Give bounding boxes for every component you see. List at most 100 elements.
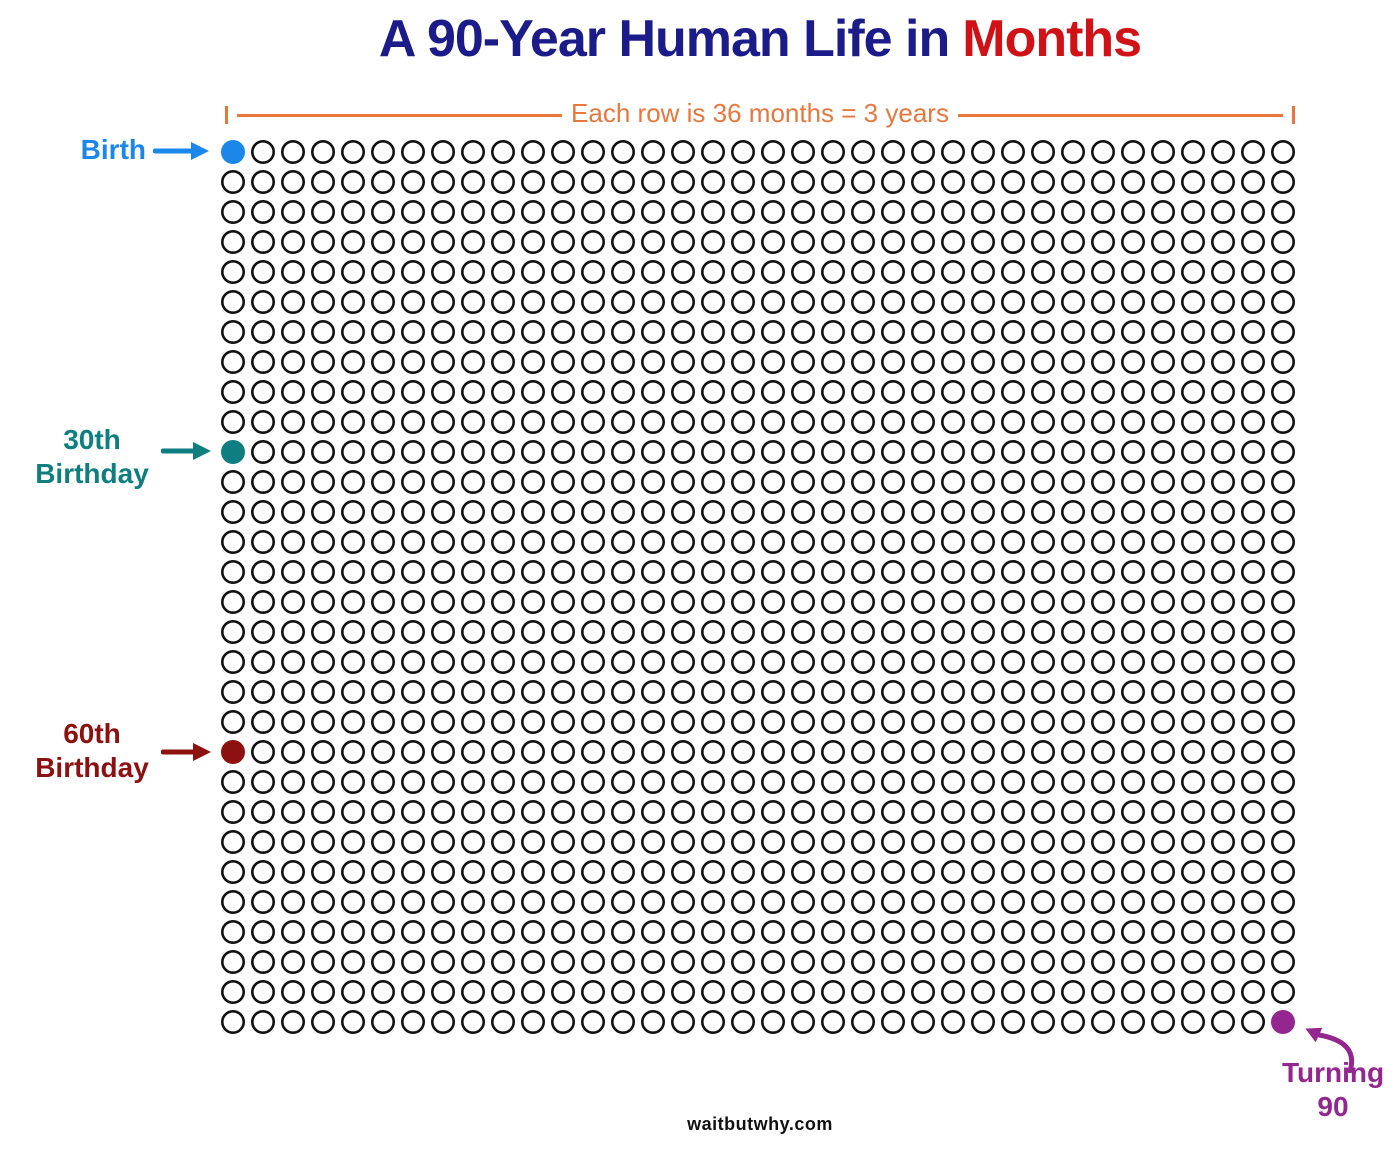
month-circle xyxy=(1060,439,1085,464)
month-circle xyxy=(1000,439,1025,464)
month-circle xyxy=(700,230,725,255)
month-circle xyxy=(490,499,515,524)
month-circle xyxy=(670,439,695,464)
month-circle xyxy=(250,200,275,225)
month-circle xyxy=(820,739,845,764)
month-circle xyxy=(431,469,456,494)
month-circle xyxy=(401,589,426,614)
month-circle xyxy=(1241,230,1266,255)
month-circle xyxy=(250,260,275,285)
month-circle xyxy=(1120,709,1145,734)
month-circle xyxy=(760,529,785,554)
month-circle xyxy=(730,499,755,524)
month-circle xyxy=(1120,559,1145,584)
month-circle xyxy=(760,469,785,494)
month-circle xyxy=(1210,499,1235,524)
month-circle xyxy=(461,679,486,704)
month-circle xyxy=(640,949,665,974)
month-circle xyxy=(281,260,306,285)
month-circle xyxy=(820,290,845,315)
month-circle xyxy=(250,889,275,914)
month-circle xyxy=(1150,799,1175,824)
month-circle xyxy=(1271,769,1296,794)
month-circle xyxy=(341,260,366,285)
month-circle xyxy=(461,529,486,554)
month-circle xyxy=(250,679,275,704)
month-circle xyxy=(910,859,935,884)
month-circle xyxy=(431,889,456,914)
month-circle xyxy=(1241,829,1266,854)
month-circle xyxy=(790,799,815,824)
month-circle xyxy=(1030,1009,1055,1034)
month-circle xyxy=(880,679,905,704)
month-circle xyxy=(1150,200,1175,225)
month-circle xyxy=(970,529,995,554)
month-circle xyxy=(1000,1009,1025,1034)
month-circle xyxy=(431,679,456,704)
month-circle xyxy=(910,260,935,285)
month-circle xyxy=(730,230,755,255)
month-circle xyxy=(880,709,905,734)
month-circle xyxy=(550,709,575,734)
month-circle-60th-birthday xyxy=(221,740,245,764)
month-circle xyxy=(1090,559,1115,584)
month-circle xyxy=(1180,799,1205,824)
month-circle xyxy=(610,829,635,854)
month-circle xyxy=(700,859,725,884)
month-circle xyxy=(431,559,456,584)
month-circle xyxy=(371,260,396,285)
month-circle xyxy=(1210,889,1235,914)
month-circle xyxy=(580,260,605,285)
month-circle xyxy=(281,1009,306,1034)
month-circle xyxy=(311,799,336,824)
month-circle xyxy=(580,619,605,644)
month-circle xyxy=(850,409,875,434)
month-circle xyxy=(550,169,575,194)
month-circle xyxy=(580,320,605,345)
month-circle xyxy=(850,350,875,375)
month-circle xyxy=(520,889,545,914)
month-circle xyxy=(1180,409,1205,434)
page-title-accent: Months xyxy=(962,10,1142,68)
month-circle xyxy=(820,679,845,704)
month-circle xyxy=(940,739,965,764)
month-circle xyxy=(940,889,965,914)
month-circle xyxy=(461,919,486,944)
month-circle xyxy=(790,619,815,644)
month-circle xyxy=(490,559,515,584)
month-circle xyxy=(1060,499,1085,524)
month-circle xyxy=(1271,859,1296,884)
month-circle xyxy=(1120,679,1145,704)
month-circle xyxy=(640,649,665,674)
month-circle xyxy=(850,260,875,285)
month-circle xyxy=(700,799,725,824)
month-circle xyxy=(730,529,755,554)
month-circle xyxy=(1241,350,1266,375)
month-circle xyxy=(311,859,336,884)
month-circle xyxy=(1210,230,1235,255)
month-circle xyxy=(880,1009,905,1034)
month-circle xyxy=(401,290,426,315)
month-circle xyxy=(1271,979,1296,1004)
month-circle xyxy=(1180,679,1205,704)
month-circle xyxy=(311,619,336,644)
month-circle xyxy=(520,589,545,614)
month-circle xyxy=(520,499,545,524)
month-circle-turning-90 xyxy=(1271,1010,1295,1034)
month-circle xyxy=(1120,439,1145,464)
month-circle xyxy=(371,409,396,434)
month-circle xyxy=(311,769,336,794)
month-circle xyxy=(1241,260,1266,285)
month-circle xyxy=(730,559,755,584)
month-circle xyxy=(281,439,306,464)
month-circle xyxy=(1120,169,1145,194)
month-circle xyxy=(1030,649,1055,674)
month-circle xyxy=(520,290,545,315)
month-circle xyxy=(1150,679,1175,704)
annotation-60th-birthday-line1: 60th xyxy=(63,718,121,749)
month-circle xyxy=(1000,380,1025,405)
month-circle xyxy=(1271,350,1296,375)
month-circle xyxy=(341,320,366,345)
month-circle xyxy=(580,589,605,614)
month-circle xyxy=(1090,889,1115,914)
